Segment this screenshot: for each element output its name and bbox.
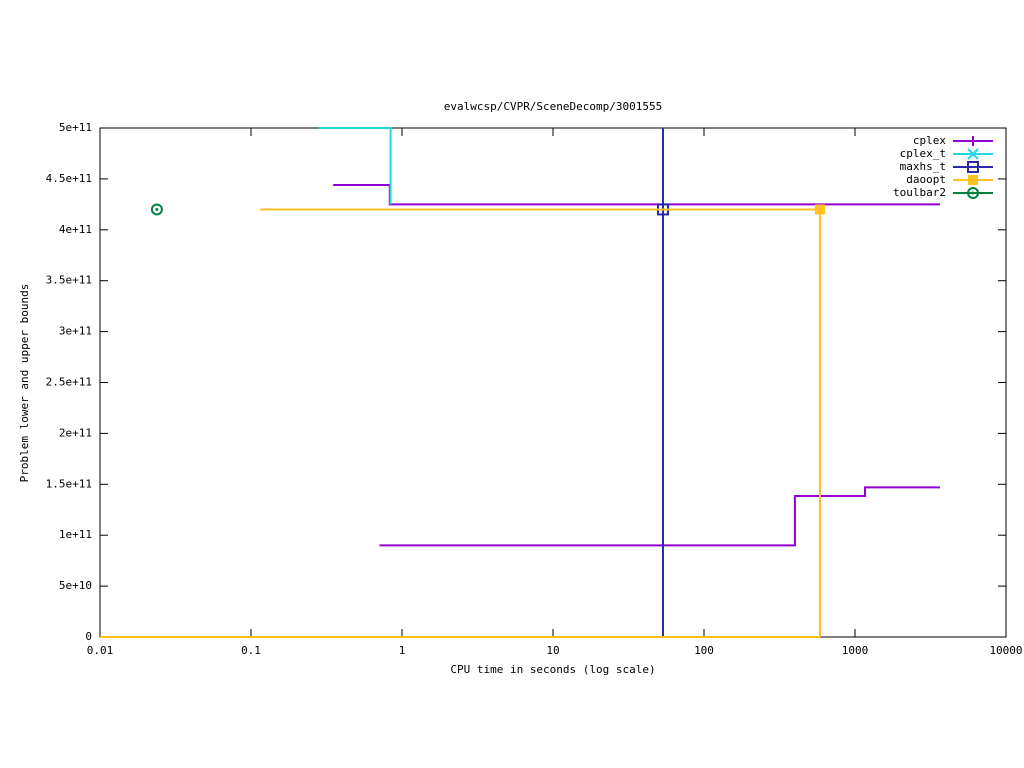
- y-tick-label: 1e+11: [59, 528, 92, 541]
- series-line: [333, 184, 940, 206]
- x-tick-label: 1000: [842, 644, 869, 657]
- y-tick-label: 3e+11: [59, 325, 92, 338]
- y-tick-label: 4.5e+11: [46, 172, 92, 185]
- legend-label: toulbar2: [893, 186, 946, 199]
- point-marker: [814, 204, 825, 215]
- point-marker: [968, 175, 978, 185]
- y-tick-label: 2e+11: [59, 426, 92, 439]
- point-marker: [967, 161, 979, 173]
- point-marker: [967, 187, 979, 199]
- legend-label: cplex: [913, 134, 946, 147]
- legend-label: cplex_t: [900, 147, 946, 160]
- y-tick-label: 0: [85, 630, 92, 643]
- y-tick-label: 4e+11: [59, 223, 92, 236]
- point-marker-dot: [971, 191, 975, 195]
- point-marker: [968, 136, 978, 146]
- legend-label: maxhs_t: [900, 160, 946, 173]
- x-tick-label: 0.1: [241, 644, 261, 657]
- x-tick-label: 0.01: [87, 644, 114, 657]
- series-line: [379, 486, 940, 547]
- x-tick-label: 1: [399, 644, 406, 657]
- point-marker: [150, 203, 163, 216]
- point-marker: [967, 148, 979, 160]
- x-axis-label: CPU time in seconds (log scale): [450, 663, 655, 676]
- y-tick-label: 2.5e+11: [46, 376, 92, 389]
- legend-label: daoopt: [906, 173, 946, 186]
- point-marker-dot: [155, 207, 159, 211]
- y-tick-label: 5e+10: [59, 579, 92, 592]
- x-tick-label: 10: [546, 644, 559, 657]
- x-tick-label: 100: [694, 644, 714, 657]
- y-axis-label: Problem lower and upper bounds: [18, 284, 31, 483]
- y-tick-label: 5e+11: [59, 121, 92, 134]
- chart-title: evalwcsp/CVPR/SceneDecomp/3001555: [444, 100, 663, 113]
- x-tick-label: 10000: [989, 644, 1022, 657]
- y-tick-label: 1.5e+11: [46, 477, 92, 490]
- y-tick-label: 3.5e+11: [46, 274, 92, 287]
- series-line: [318, 127, 392, 205]
- series-line: [260, 208, 821, 637]
